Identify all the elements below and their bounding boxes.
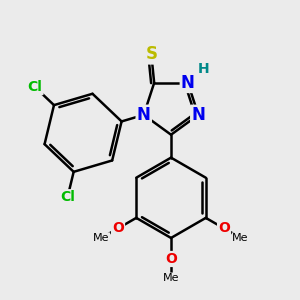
Text: N: N: [181, 74, 195, 92]
Text: O: O: [218, 221, 230, 236]
Text: Me: Me: [93, 233, 110, 243]
Text: S: S: [145, 45, 157, 63]
Text: Me: Me: [232, 233, 249, 243]
Text: H: H: [198, 62, 210, 76]
Text: Cl: Cl: [28, 80, 43, 94]
Text: Me: Me: [163, 273, 179, 283]
Text: Cl: Cl: [60, 190, 75, 204]
Text: N: N: [137, 106, 151, 124]
Text: O: O: [165, 252, 177, 266]
Text: N: N: [191, 106, 205, 124]
Text: O: O: [112, 221, 124, 236]
